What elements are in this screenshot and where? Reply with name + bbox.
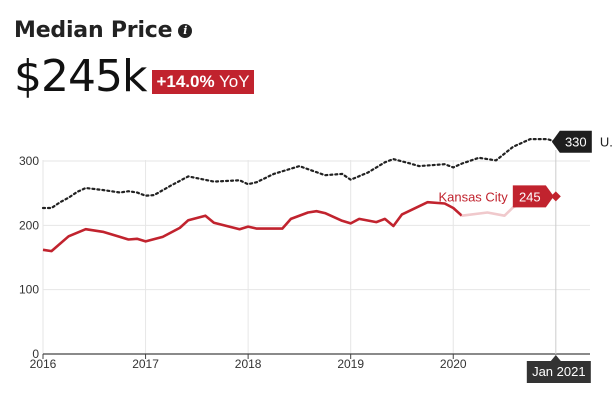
x-tick-label: 2018 (235, 357, 262, 371)
y-tick-label: 300 (19, 154, 39, 168)
hover-date-label: Jan 2021 (532, 364, 586, 379)
info-icon[interactable]: i (178, 23, 193, 38)
us-value-tag (551, 130, 592, 153)
yoy-value: +14.0% (156, 72, 215, 91)
x-tick-label: 2016 (30, 357, 57, 371)
price-row: $245k +14.0% YoY (14, 52, 254, 102)
hover-date-pointer (550, 355, 561, 361)
chart-title: Median Price (14, 18, 173, 43)
us-series-name: U.S. (600, 135, 613, 150)
kansas-city-value-label: 245 (519, 189, 541, 204)
x-tick-label: 2020 (440, 357, 467, 371)
x-tick-label: 2019 (337, 357, 364, 371)
hover-date-badge (526, 361, 591, 383)
median-price-value: $245k (14, 51, 147, 102)
y-tick-label: 100 (19, 283, 39, 297)
yoy-badge: +14.0% YoY (152, 70, 254, 94)
kansas-city-point (550, 191, 561, 202)
y-tick-label: 0 (32, 347, 39, 361)
x-tick-label: 2017 (132, 357, 159, 371)
y-tick-label: 200 (19, 218, 39, 232)
series-line-us (41, 138, 557, 210)
us-value-label: 330 (565, 135, 587, 150)
series-line-kansas-city (42, 200, 463, 253)
kansas-city-series-name: Kansas City (438, 189, 508, 204)
title-row: Median Price i (14, 18, 193, 43)
yoy-unit: YoY (219, 72, 250, 91)
kansas-city-value-tag (512, 185, 554, 208)
